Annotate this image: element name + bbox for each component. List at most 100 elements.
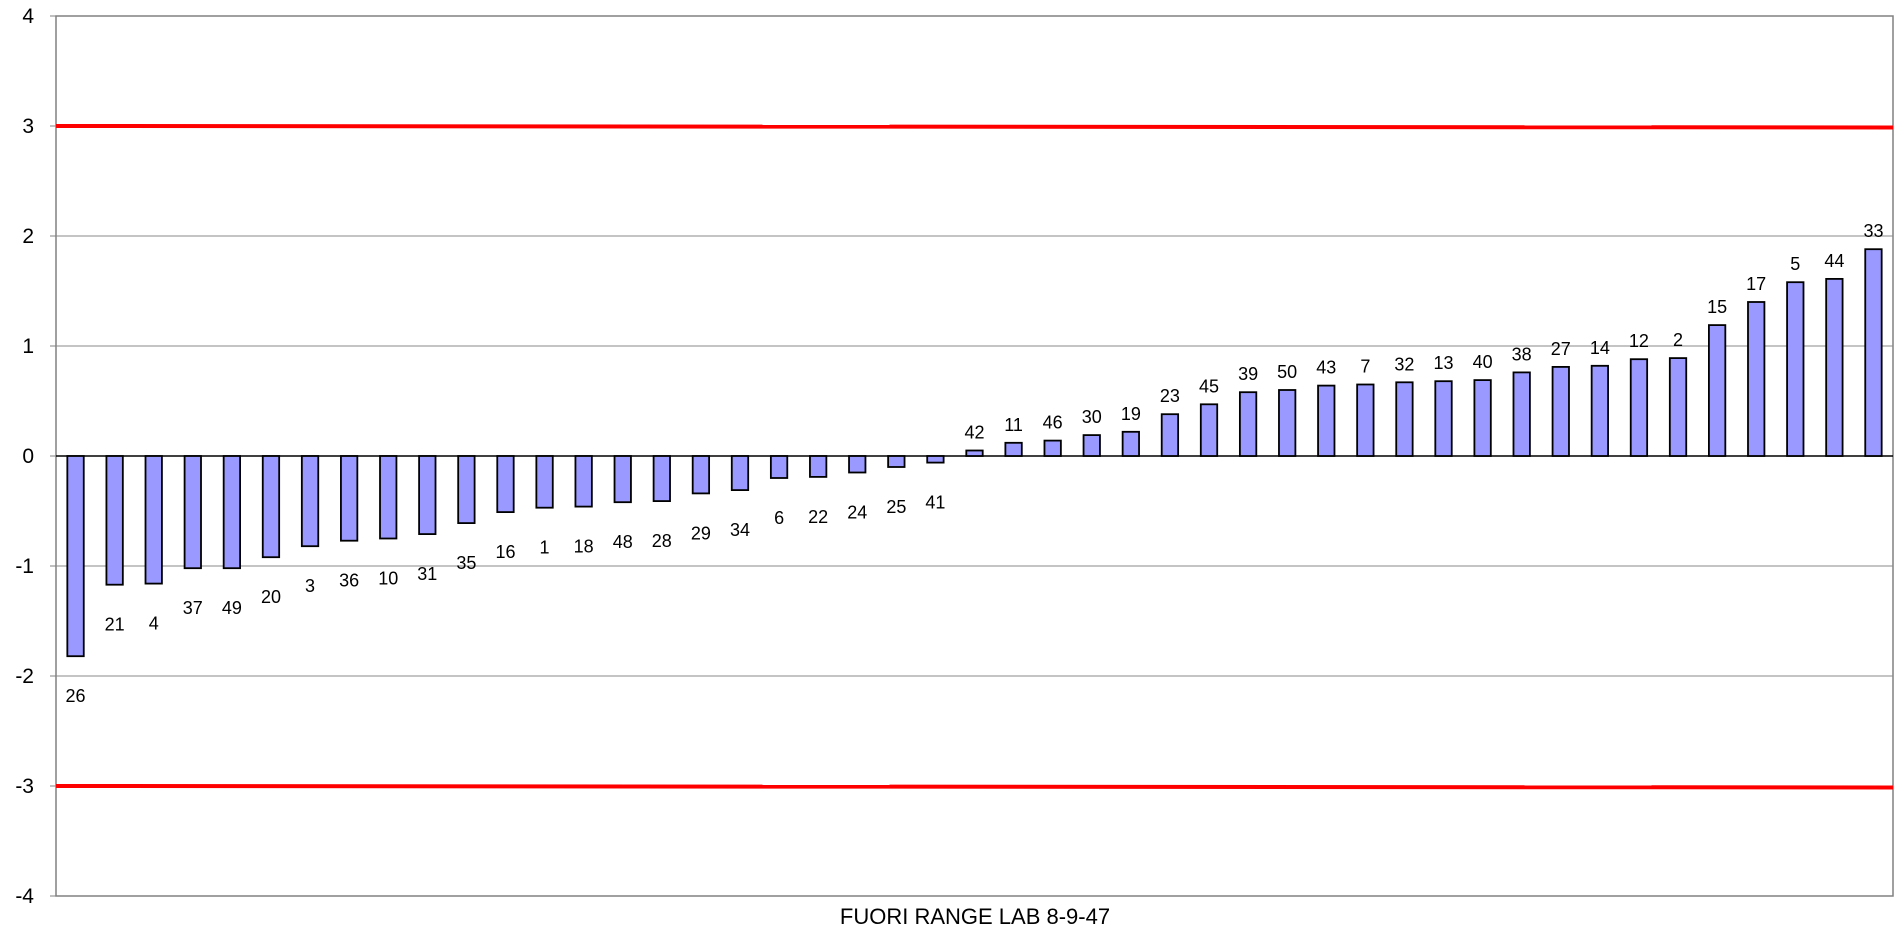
bar — [1512, 371, 1531, 457]
reference-lines — [55, 124, 1894, 790]
bar — [379, 455, 398, 540]
bar — [1434, 380, 1453, 457]
bar — [457, 455, 476, 524]
y-tick-label: 2 — [22, 225, 34, 248]
chart-title: FUORI RANGE LAB 8-9-47 — [840, 904, 1110, 929]
bar-data-label: 15 — [1707, 297, 1727, 317]
bar-data-label: 46 — [1043, 413, 1063, 433]
bar-data-label: 3 — [305, 576, 315, 596]
bar-data-label: 39 — [1238, 364, 1258, 384]
bar — [1356, 383, 1375, 457]
bar — [1747, 301, 1766, 457]
bar — [1864, 248, 1883, 457]
bar — [183, 455, 202, 570]
bar — [613, 455, 632, 504]
bar-data-label: 2 — [1673, 330, 1683, 350]
bar-data-label: 30 — [1082, 407, 1102, 427]
bar-data-label: 45 — [1199, 376, 1219, 396]
y-tick-label: 1 — [22, 335, 34, 358]
y-tick-label: -4 — [15, 885, 34, 908]
bar — [965, 449, 984, 457]
bar — [887, 455, 906, 468]
bar — [144, 455, 163, 585]
bar — [574, 455, 593, 508]
bar-data-label: 48 — [613, 532, 633, 552]
bar-data-label: 36 — [339, 571, 359, 591]
bar — [1238, 391, 1258, 457]
bar — [496, 455, 515, 513]
y-tick-label: -1 — [15, 555, 34, 578]
y-tick-label: 0 — [22, 445, 34, 468]
bar — [1278, 389, 1297, 457]
bar — [340, 455, 359, 542]
y-tick-label: 4 — [22, 5, 34, 28]
bar-data-label: 41 — [925, 493, 945, 513]
bar-data-label: 13 — [1434, 353, 1454, 373]
bar-data-label: 25 — [886, 497, 906, 517]
bar-data-label: 35 — [456, 553, 476, 573]
bar-data-label: 19 — [1121, 404, 1141, 424]
bar-data-label: 16 — [495, 542, 515, 562]
bar-data-label: 22 — [808, 507, 828, 527]
bar-data-label: 38 — [1512, 344, 1532, 364]
bars — [66, 248, 1883, 658]
bar-data-label: 12 — [1629, 331, 1649, 351]
bar — [1199, 403, 1219, 457]
bar — [1004, 441, 1023, 457]
bar — [1395, 381, 1414, 457]
bar-data-label: 49 — [222, 598, 242, 618]
bar — [1317, 384, 1336, 457]
y-axis-tick-labels: 4 3 2 1 0 -1 -2 -3 -4 — [15, 5, 34, 908]
bar — [1121, 430, 1140, 457]
bar-data-label: 29 — [691, 523, 711, 543]
bar — [1043, 439, 1062, 457]
bar — [418, 455, 437, 535]
bar — [66, 455, 85, 658]
bar — [300, 455, 320, 548]
bar-data-label: 17 — [1746, 274, 1766, 294]
bar — [1786, 281, 1805, 457]
bar-data-label: 27 — [1551, 339, 1571, 359]
bar — [652, 455, 671, 502]
bar — [1708, 324, 1727, 457]
bar-data-label: 37 — [183, 598, 203, 618]
bar-data-label: 34 — [730, 520, 750, 540]
bar — [1551, 365, 1570, 457]
bar-data-label: 18 — [574, 537, 594, 557]
bar — [769, 455, 789, 479]
bar — [1473, 379, 1492, 457]
bar-data-label: 43 — [1316, 358, 1336, 378]
y-tick-label: -2 — [15, 665, 34, 688]
bar-data-label: 20 — [261, 587, 281, 607]
bar — [1590, 364, 1609, 457]
bar-data-label: 6 — [774, 508, 784, 528]
bar — [1082, 434, 1101, 457]
bar — [1825, 277, 1844, 457]
bar-data-label: 26 — [66, 686, 86, 706]
bar — [691, 455, 711, 495]
bar-data-label: 42 — [964, 423, 984, 443]
bar — [926, 455, 945, 464]
bar-data-label: 23 — [1160, 386, 1180, 406]
bar — [261, 455, 281, 559]
bar-data-label: 33 — [1863, 221, 1883, 241]
bar — [105, 455, 124, 586]
bar — [730, 455, 750, 491]
y-tick-label: -3 — [15, 775, 34, 798]
bar-data-label: 21 — [105, 615, 125, 635]
y-tick-label: 3 — [22, 115, 34, 138]
bar — [809, 455, 828, 478]
bar — [1629, 358, 1649, 457]
reference-line — [55, 124, 1894, 130]
bar-data-label: 4 — [149, 614, 159, 634]
bar — [535, 455, 554, 509]
bar-data-label: 40 — [1473, 352, 1493, 372]
bar-data-label: 11 — [1004, 415, 1023, 435]
bar-data-label: 7 — [1360, 357, 1370, 377]
bar-data-label: 50 — [1277, 362, 1297, 382]
bar-data-label: 1 — [540, 538, 550, 558]
bar-data-label: 32 — [1394, 354, 1414, 374]
